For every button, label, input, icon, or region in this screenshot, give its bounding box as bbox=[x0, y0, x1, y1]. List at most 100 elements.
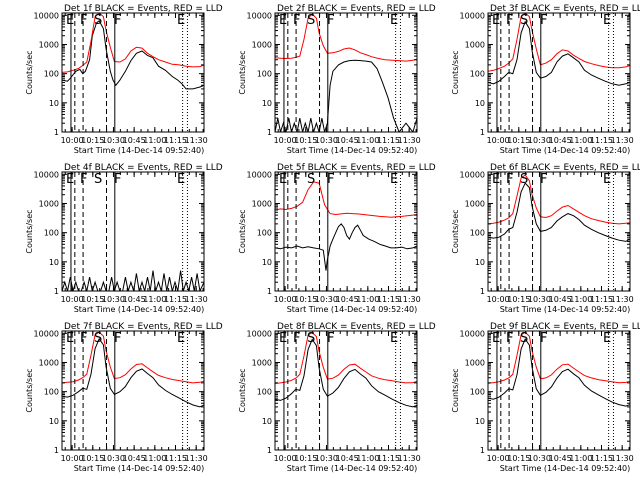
x-axis-label: Start Time (14-Dec-14 09:52:40) bbox=[500, 464, 631, 473]
x-tick-label: 11:00 bbox=[569, 136, 592, 145]
events-series-line bbox=[488, 20, 630, 86]
x-tick-label: 11:30 bbox=[611, 454, 634, 463]
x-tick-label: 10:45 bbox=[336, 295, 359, 304]
segment-label: E bbox=[177, 13, 185, 28]
x-tick-label: 10:45 bbox=[336, 136, 359, 145]
plot-frame bbox=[487, 330, 631, 451]
lld-series-line bbox=[62, 13, 204, 73]
x-tick-label: 10:45 bbox=[549, 136, 572, 145]
segment-label: S bbox=[520, 172, 528, 187]
y-tick-label: 100 bbox=[44, 388, 59, 397]
x-tick-label: 11:30 bbox=[185, 136, 208, 145]
x-tick-label: 10:15 bbox=[507, 454, 530, 463]
segment-label: E bbox=[177, 331, 185, 346]
x-tick-label: 10:15 bbox=[81, 136, 104, 145]
y-axis-label: Counts/sec bbox=[451, 209, 460, 253]
y-tick-label: 1000 bbox=[465, 199, 485, 208]
y-tick-label: 1000 bbox=[252, 199, 272, 208]
x-axis-label: Start Time (14-Dec-14 09:52:40) bbox=[500, 146, 631, 155]
x-tick-label: 10:15 bbox=[81, 454, 104, 463]
x-tick-label: 11:30 bbox=[185, 454, 208, 463]
segment-label: F bbox=[293, 13, 300, 28]
segment-label: S bbox=[94, 172, 102, 187]
lld-series-line bbox=[488, 174, 630, 225]
segment-label: F bbox=[506, 13, 513, 28]
x-tick-label: 10:30 bbox=[102, 295, 125, 304]
y-tick-label: 100 bbox=[257, 229, 272, 238]
segment-label: S bbox=[520, 13, 528, 28]
x-tick-label: 10:45 bbox=[336, 454, 359, 463]
y-tick-label: 1000 bbox=[39, 358, 59, 367]
x-tick-label: 10:30 bbox=[528, 454, 551, 463]
lld-series-line bbox=[275, 332, 417, 384]
segment-label: F bbox=[540, 13, 547, 28]
x-tick-label: 10:45 bbox=[123, 136, 146, 145]
x-tick-label: 10:15 bbox=[507, 295, 530, 304]
y-tick-label: 10000 bbox=[460, 170, 485, 179]
x-tick-label: 10:15 bbox=[294, 295, 317, 304]
segment-label: E bbox=[603, 172, 611, 187]
x-tick-label: 11:15 bbox=[377, 136, 400, 145]
panel-title: Det 5f BLACK = Events, RED = LLD bbox=[277, 163, 436, 173]
y-axis-label: Counts/sec bbox=[238, 209, 247, 253]
x-axis-label: Start Time (14-Dec-14 09:52:40) bbox=[287, 464, 418, 473]
panel-title: Det 7f BLACK = Events, RED = LLD bbox=[64, 322, 223, 332]
segment-label: E bbox=[279, 13, 287, 28]
x-tick-label: 11:30 bbox=[611, 136, 634, 145]
segment-label: E bbox=[66, 172, 74, 187]
segment-label: F bbox=[540, 331, 547, 346]
x-tick-label: 10:45 bbox=[123, 295, 146, 304]
lld-series-line bbox=[275, 181, 417, 218]
events-series-line bbox=[275, 59, 417, 132]
y-tick-label: 1000 bbox=[465, 358, 485, 367]
events-series-line bbox=[275, 338, 417, 408]
x-tick-label: 10:45 bbox=[549, 454, 572, 463]
lld-series-line bbox=[488, 13, 630, 72]
x-tick-label: 10:00 bbox=[487, 454, 510, 463]
x-tick-label: 10:00 bbox=[274, 136, 297, 145]
segment-label: S bbox=[94, 13, 102, 28]
segment-label: E bbox=[279, 331, 287, 346]
y-tick-label: 100 bbox=[470, 229, 485, 238]
x-tick-label: 10:00 bbox=[487, 136, 510, 145]
segment-label: S bbox=[94, 331, 102, 346]
lld-series-line bbox=[275, 13, 417, 62]
y-tick-label: 10 bbox=[49, 99, 59, 108]
y-axis-label: Counts/sec bbox=[451, 368, 460, 412]
lld-series-line bbox=[488, 331, 630, 384]
y-tick-label: 10 bbox=[262, 99, 272, 108]
y-tick-label: 10 bbox=[262, 258, 272, 267]
y-tick-label: 100 bbox=[44, 229, 59, 238]
segment-label: E bbox=[279, 172, 287, 187]
plot-frame bbox=[61, 171, 205, 292]
segment-label: F bbox=[506, 331, 513, 346]
x-tick-label: 10:45 bbox=[123, 454, 146, 463]
x-tick-label: 10:30 bbox=[102, 136, 125, 145]
panel-title: Det 3f BLACK = Events, RED = LLD bbox=[490, 4, 640, 14]
x-tick-label: 11:30 bbox=[185, 295, 208, 304]
segment-label: F bbox=[114, 331, 121, 346]
x-tick-label: 11:15 bbox=[377, 295, 400, 304]
x-tick-label: 11:15 bbox=[590, 136, 613, 145]
plot-frame bbox=[61, 12, 205, 133]
y-tick-label: 10 bbox=[475, 417, 485, 426]
y-tick-label: 1 bbox=[267, 128, 272, 137]
plot-frame bbox=[487, 12, 631, 133]
segment-label: F bbox=[540, 172, 547, 187]
y-tick-label: 10000 bbox=[34, 170, 59, 179]
segment-label: E bbox=[390, 172, 398, 187]
y-tick-label: 1 bbox=[267, 287, 272, 296]
y-axis-label: Counts/sec bbox=[238, 50, 247, 94]
panel-title: Det 9f BLACK = Events, RED = LLD bbox=[490, 322, 640, 332]
segment-label: F bbox=[327, 172, 334, 187]
x-axis-label: Start Time (14-Dec-14 09:52:40) bbox=[74, 464, 205, 473]
y-axis-label: Counts/sec bbox=[25, 50, 34, 94]
x-axis-label: Start Time (14-Dec-14 09:52:40) bbox=[500, 305, 631, 314]
panel-title: Det 8f BLACK = Events, RED = LLD bbox=[277, 322, 436, 332]
y-axis-label: Counts/sec bbox=[25, 209, 34, 253]
